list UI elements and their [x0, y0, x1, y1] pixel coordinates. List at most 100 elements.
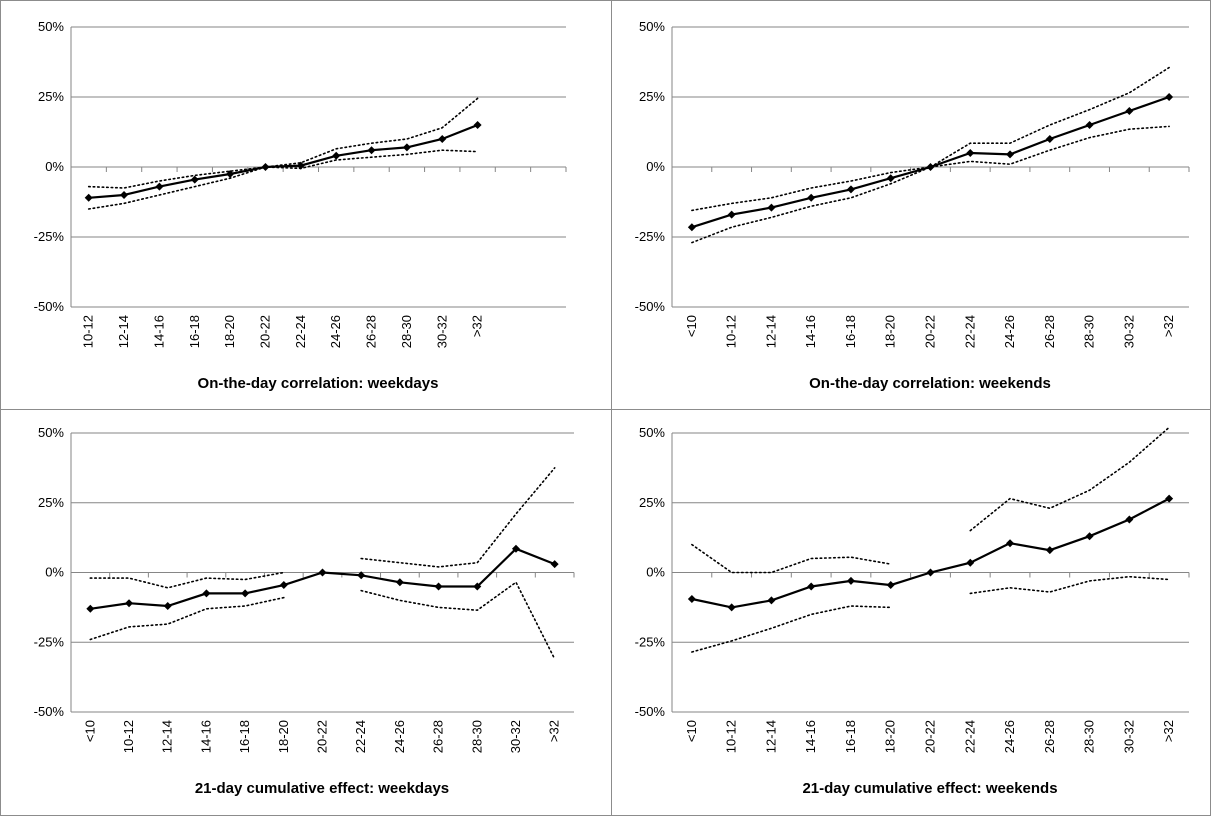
- y-tick-label: -50%: [34, 299, 65, 314]
- data-point-marker: [332, 151, 341, 160]
- y-tick-label: 50%: [639, 425, 665, 440]
- x-tick-label: 12-14: [763, 315, 778, 348]
- x-tick-label: <10: [684, 720, 699, 742]
- x-tick-label: 16-18: [237, 720, 252, 753]
- y-tick-label: 50%: [38, 425, 64, 440]
- data-point-marker: [727, 603, 736, 612]
- x-tick-label: 28-30: [399, 315, 414, 348]
- data-point-marker: [1165, 494, 1174, 503]
- data-point-marker: [395, 578, 404, 587]
- upper-bound-line: [691, 543, 892, 574]
- y-tick-label: -25%: [34, 229, 65, 244]
- data-point-marker: [402, 143, 411, 152]
- x-tick-label: 24-26: [1002, 315, 1017, 348]
- x-tick-label: 10-12: [81, 315, 96, 348]
- data-point-marker: [846, 576, 855, 585]
- x-tick-label: 12-14: [116, 315, 131, 348]
- data-point-marker: [1006, 539, 1015, 548]
- y-tick-label: -50%: [635, 299, 666, 314]
- data-point-marker: [767, 203, 776, 212]
- x-tick-label: <10: [684, 315, 699, 337]
- x-tick-label: 20-22: [923, 720, 938, 753]
- data-point-marker: [155, 182, 164, 191]
- data-point-marker: [318, 568, 327, 577]
- x-tick-label: 20-22: [257, 315, 272, 348]
- x-tick-label: 26-28: [1042, 315, 1057, 348]
- data-point-marker: [1085, 121, 1094, 129]
- x-tick-label: 26-28: [1042, 720, 1057, 753]
- data-point-marker: [125, 599, 134, 608]
- data-point-marker: [1006, 150, 1015, 159]
- lower-bound-line: [360, 581, 556, 660]
- x-tick-label: 18-20: [883, 720, 898, 753]
- lower-bound-line: [691, 125, 1170, 244]
- y-tick-label: -50%: [34, 704, 65, 719]
- data-point-marker: [511, 544, 520, 553]
- y-tick-label: 25%: [38, 495, 64, 510]
- x-tick-label: 10-12: [724, 315, 739, 348]
- x-tick-label: 16-18: [187, 315, 202, 348]
- x-tick-label: 24-26: [328, 315, 343, 348]
- data-point-marker: [1125, 515, 1134, 524]
- y-tick-label: 0%: [45, 159, 64, 174]
- data-point-marker: [767, 596, 776, 605]
- x-tick-label: 24-26: [1002, 720, 1017, 753]
- x-tick-label: 22-24: [353, 720, 368, 753]
- data-point-marker: [846, 185, 855, 194]
- data-point-marker: [367, 146, 376, 155]
- data-point-marker: [241, 589, 250, 598]
- data-point-marker: [190, 175, 199, 184]
- panel-title: 21-day cumulative effect: weekends: [802, 780, 1057, 797]
- x-tick-label: 12-14: [160, 720, 175, 753]
- y-tick-label: 25%: [38, 89, 64, 104]
- estimate-line: [89, 547, 556, 610]
- x-tick-label: 14-16: [198, 720, 213, 753]
- x-tick-label: 12-14: [763, 720, 778, 753]
- x-tick-label: 26-28: [431, 720, 446, 753]
- data-point-marker: [434, 582, 443, 591]
- x-tick-label: >32: [1161, 315, 1176, 337]
- data-point-marker: [886, 581, 895, 590]
- x-tick-label: 28-30: [1082, 720, 1097, 753]
- x-tick-label: 10-12: [724, 720, 739, 753]
- y-tick-label: 25%: [639, 495, 665, 510]
- y-tick-label: -25%: [635, 229, 666, 244]
- data-point-marker: [279, 581, 288, 590]
- data-point-marker: [727, 210, 736, 219]
- x-tick-label: 30-32: [434, 315, 449, 348]
- data-point-marker: [120, 191, 129, 199]
- y-tick-label: 0%: [646, 565, 665, 580]
- data-point-marker: [202, 589, 211, 598]
- upper-bound-line: [360, 467, 556, 568]
- x-tick-label: 20-22: [923, 315, 938, 348]
- estimate-line: [87, 123, 479, 199]
- data-point-marker: [807, 582, 816, 591]
- y-tick-label: 0%: [646, 159, 665, 174]
- x-tick-label: 30-32: [1121, 315, 1136, 348]
- data-point-marker: [550, 560, 559, 569]
- upper-bound-line: [969, 426, 1170, 532]
- data-point-marker: [687, 223, 696, 232]
- x-tick-label: 14-16: [151, 315, 166, 348]
- panel-title: On-the-day correlation: weekends: [809, 375, 1051, 392]
- x-tick-label: 30-32: [508, 720, 523, 753]
- lower-bound-line: [89, 596, 285, 641]
- y-tick-label: -25%: [34, 634, 65, 649]
- data-point-marker: [473, 582, 482, 591]
- x-tick-label: 28-30: [469, 720, 484, 753]
- data-point-marker: [86, 604, 95, 613]
- data-point-marker: [807, 193, 816, 202]
- data-point-marker: [926, 568, 935, 577]
- data-point-marker: [966, 558, 975, 567]
- y-tick-label: 50%: [639, 19, 665, 34]
- lower-bound-line: [691, 605, 892, 653]
- x-tick-label: >32: [547, 720, 562, 742]
- data-point-marker: [1085, 532, 1094, 541]
- data-point-marker: [1125, 107, 1134, 115]
- panel-title: On-the-day correlation: weekdays: [198, 375, 439, 392]
- x-tick-label: 30-32: [1121, 720, 1136, 753]
- x-tick-label: 16-18: [843, 315, 858, 348]
